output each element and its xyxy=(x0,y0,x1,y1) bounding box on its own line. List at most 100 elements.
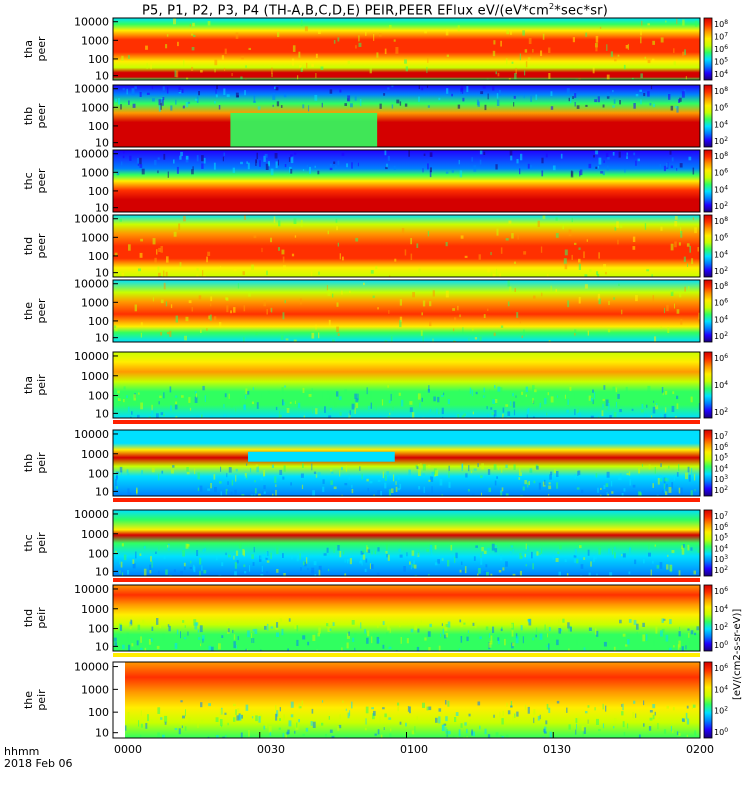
panel-frame xyxy=(112,17,701,81)
colorbar-tick-label: 102 xyxy=(714,407,728,417)
colorbar-tick-label: 106 xyxy=(714,442,728,452)
x-tick-label: 0100 xyxy=(400,743,428,756)
colorbar-tick-label: 108 xyxy=(714,86,728,96)
colorbar-tick-label: 104 xyxy=(714,684,728,694)
spectrogram-image xyxy=(113,280,700,342)
panel-label: thd xyxy=(22,237,35,255)
y-tick-label: 1000 xyxy=(81,603,109,616)
colorbar xyxy=(703,661,713,739)
y-tick-label: 1000 xyxy=(81,296,109,309)
colorbar-tick-label: 106 xyxy=(714,168,728,178)
colorbar xyxy=(703,429,713,497)
colorbar-tick-label: 105 xyxy=(714,533,728,543)
panel-separator-strip xyxy=(113,578,700,582)
panel-frame xyxy=(112,351,701,419)
colorbar-tick-label: 100 xyxy=(714,640,728,650)
y-tick-label: 10000 xyxy=(74,508,109,521)
y-tick-label: 10000 xyxy=(74,213,109,226)
y-tick-label: 10000 xyxy=(74,428,109,441)
panel-label: thd xyxy=(22,609,35,627)
y-tick-label: 10 xyxy=(95,565,109,578)
colorbar-tick-label: 106 xyxy=(714,586,728,596)
colorbar-tick-label: 107 xyxy=(714,511,728,521)
colorbar xyxy=(703,84,713,148)
spectrogram-panel: 10000 1000 100 10 thb peer 108 106 104 102 xyxy=(22,83,728,150)
colorbar-tick-label: 108 xyxy=(714,151,728,161)
y-tick-label: 10 xyxy=(95,137,109,150)
y-tick-label: 10 xyxy=(95,485,109,498)
colorbar-tick-label: 102 xyxy=(714,331,728,341)
plot-title: P5, P1, P2, P3, P4 (TH-A,B,C,D,E) PEIR,P… xyxy=(0,2,750,18)
colorbar-tick-label: 104 xyxy=(714,543,728,553)
data-gap-region xyxy=(230,112,378,147)
colorbar-tick-label: 104 xyxy=(714,604,728,614)
colorbar xyxy=(703,214,713,278)
colorbar xyxy=(703,351,713,419)
colorbar-tick-label: 104 xyxy=(714,314,728,324)
time-format-label: hhmm xyxy=(4,745,40,758)
panel-frame xyxy=(112,84,701,148)
y-tick-label: 100 xyxy=(88,185,109,198)
spectrogram-image xyxy=(113,215,700,277)
spectrogram-panel: 10000 1000 100 10 the peer 108 106 104 102 xyxy=(22,278,728,345)
x-tick-label: 0130 xyxy=(543,743,571,756)
colorbar-tick-label: 102 xyxy=(714,622,728,632)
spectrogram-image xyxy=(113,85,700,147)
spectrogram-image xyxy=(113,150,700,212)
y-tick-label: 100 xyxy=(88,390,109,403)
colorbar-tick-label: 102 xyxy=(714,136,728,146)
panel-label: peir xyxy=(35,452,48,474)
spectrogram-image xyxy=(113,585,700,651)
y-tick-label: 10 xyxy=(95,332,109,345)
y-tick-label: 10 xyxy=(95,70,109,83)
spectrogram-panel: 10000 1000 100 10 the peir 106 104 102 100 xyxy=(22,661,728,740)
colorbar-tick-label: 102 xyxy=(714,201,728,211)
panel-label: peer xyxy=(35,233,48,259)
title-suffix: *sec*sr) xyxy=(554,3,608,19)
panel-separator-strip xyxy=(113,498,700,502)
colorbar-tick-label: 104 xyxy=(714,119,728,129)
y-tick-label: 100 xyxy=(88,315,109,328)
y-tick-label: 1000 xyxy=(81,34,109,47)
date-label: 2018 Feb 06 xyxy=(4,757,73,770)
colorbar xyxy=(703,149,713,213)
data-gap-region xyxy=(113,662,125,738)
spectrogram-panel: 10000 1000 100 10 thd peer 108 106 104 102 xyxy=(22,213,728,280)
colorbar-tick-label: 104 xyxy=(714,463,728,473)
panel-frame xyxy=(112,279,701,343)
panel-label: peir xyxy=(35,689,48,711)
panel-separator-strip xyxy=(113,420,700,424)
panel-label: thb xyxy=(22,107,35,125)
colorbar-tick-label: 106 xyxy=(714,233,728,243)
spectrogram-noise xyxy=(114,385,700,418)
panel-label: thc xyxy=(22,172,35,189)
panel-label: peer xyxy=(35,36,48,62)
colorbar-tick-label: 108 xyxy=(714,216,728,226)
y-tick-label: 10000 xyxy=(74,278,109,291)
y-tick-label: 10000 xyxy=(74,83,109,96)
colorbar-tick-label: 106 xyxy=(714,44,728,54)
time-axis-footer: hhmm 2018 Feb 06 0000 0030 0100 0130 020… xyxy=(0,742,750,772)
spectrogram-noise xyxy=(114,215,699,277)
spectrogram-noise xyxy=(114,280,700,342)
panel-frame xyxy=(112,509,701,577)
panel-label: the xyxy=(22,691,35,709)
y-tick-label: 10000 xyxy=(74,661,109,674)
panel-label: peer xyxy=(35,168,48,194)
colorbar-tick-label: 100 xyxy=(714,727,728,737)
y-tick-label: 100 xyxy=(88,706,109,719)
y-tick-label: 100 xyxy=(88,250,109,263)
panel-label: peir xyxy=(35,532,48,554)
y-tick-label: 10 xyxy=(95,407,109,420)
colorbar xyxy=(703,509,713,577)
spectrogram-noise xyxy=(115,463,696,496)
panel-label: thc xyxy=(22,534,35,551)
y-tick-label: 100 xyxy=(88,623,109,636)
y-tick-label: 10000 xyxy=(74,148,109,161)
title-superscript: 2 xyxy=(548,2,555,11)
y-tick-label: 10 xyxy=(95,202,109,215)
y-tick-label: 1000 xyxy=(81,231,109,244)
panel-frame xyxy=(112,584,701,652)
